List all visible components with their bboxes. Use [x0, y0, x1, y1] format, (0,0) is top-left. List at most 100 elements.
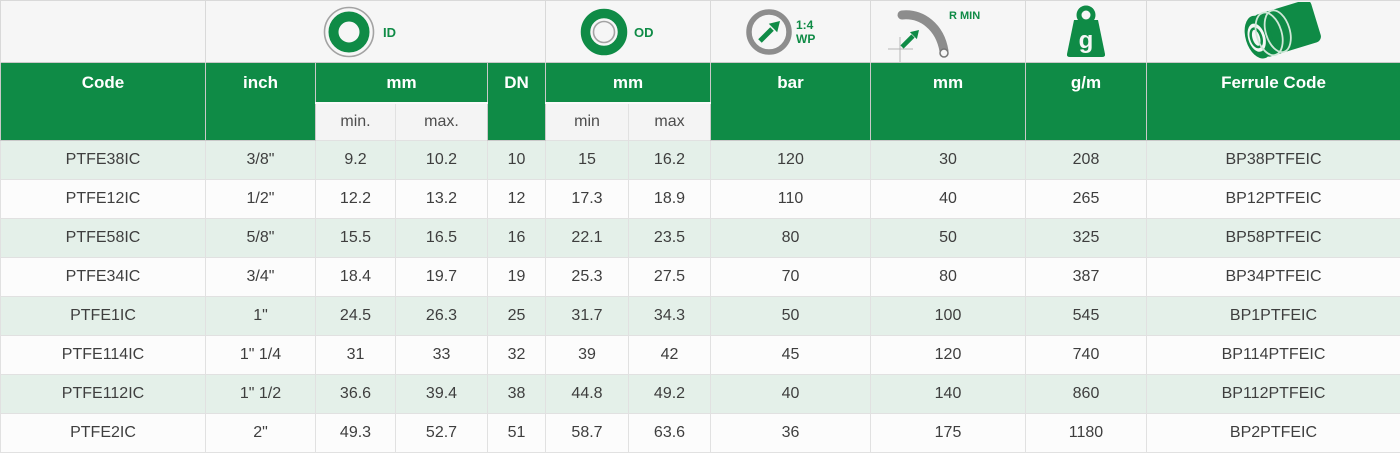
cell-ferrule-code: BP1PTFEIC: [1146, 296, 1400, 336]
subheader-row: min. max. min max: [1, 102, 1400, 141]
cell-rmin: 120: [870, 335, 1026, 375]
cell-id-max: 16.5: [395, 218, 488, 258]
cell-dn: 12: [487, 179, 546, 219]
table-row: PTFE58IC 5/8" 15.5 16.5 16 22.1 23.5 80 …: [0, 218, 1400, 258]
col-header-inch: inch: [205, 62, 316, 141]
icon-cell-working-pressure: 1:4 WP: [710, 0, 871, 63]
col-header-od-mm: mm: [545, 62, 711, 104]
table-row: PTFE112IC 1" 1/2 36.6 39.4 38 44.8 49.2 …: [0, 374, 1400, 414]
cell-rmin: 50: [870, 218, 1026, 258]
cell-od-min: 31.7: [545, 296, 629, 336]
cell-bar: 40: [710, 374, 871, 414]
cell-inch: 5/8": [205, 218, 316, 258]
col-header-ferrule-code: Ferrule Code: [1146, 62, 1400, 141]
cell-rmin: 80: [870, 257, 1026, 297]
col-subheader-od-min: min: [545, 102, 629, 141]
cell-inch: 1/2": [205, 179, 316, 219]
cell-rmin: 175: [870, 413, 1026, 453]
cell-od-min: 25.3: [545, 257, 629, 297]
cell-id-max: 10.2: [395, 140, 488, 180]
cell-rmin: 40: [870, 179, 1026, 219]
cell-od-min: 17.3: [545, 179, 629, 219]
cell-ferrule-code: BP112PTFEIC: [1146, 374, 1400, 414]
cell-od-max: 23.5: [628, 218, 711, 258]
cell-ferrule-code: BP58PTFEIC: [1146, 218, 1400, 258]
cell-od-max: 16.2: [628, 140, 711, 180]
cell-bar: 36: [710, 413, 871, 453]
icon-cell-outer-diameter: OD: [545, 0, 711, 63]
cell-code: PTFE114IC: [0, 335, 206, 375]
cell-code: PTFE112IC: [0, 374, 206, 414]
icon-cell-inner-diameter: ID: [205, 0, 546, 63]
cell-bar: 45: [710, 335, 871, 375]
cell-bar: 50: [710, 296, 871, 336]
cell-od-min: 15: [545, 140, 629, 180]
table-row: PTFE2IC 2" 49.3 52.7 51 58.7 63.6 36 175…: [0, 413, 1400, 453]
table-row: PTFE34IC 3/4" 18.4 19.7 19 25.3 27.5 70 …: [0, 257, 1400, 297]
cell-rmin: 30: [870, 140, 1026, 180]
weight-icon: g: [1066, 5, 1106, 57]
cell-dn: 38: [487, 374, 546, 414]
cell-id-max: 26.3: [395, 296, 488, 336]
cell-id-max: 13.2: [395, 179, 488, 219]
working-pressure-ratio-label: 1:4: [796, 18, 814, 32]
col-subheader-od-max: max: [628, 102, 711, 141]
cell-id-min: 36.6: [315, 374, 396, 414]
cell-inch: 1" 1/2: [205, 374, 316, 414]
col-subheader-id-max: max.: [395, 102, 488, 141]
cell-od-min: 22.1: [545, 218, 629, 258]
cell-inch: 3/8": [205, 140, 316, 180]
cell-dn: 19: [487, 257, 546, 297]
table-row: PTFE38IC 3/8" 9.2 10.2 10 15 16.2 120 30…: [0, 140, 1400, 180]
col-header-id-mm: mm: [315, 62, 488, 104]
cell-ferrule-code: BP2PTFEIC: [1146, 413, 1400, 453]
cell-dn: 25: [487, 296, 546, 336]
cell-od-min: 39: [545, 335, 629, 375]
cell-ferrule-code: BP34PTFEIC: [1146, 257, 1400, 297]
cell-inch: 3/4": [205, 257, 316, 297]
cell-code: PTFE58IC: [0, 218, 206, 258]
cell-inch: 2": [205, 413, 316, 453]
cell-id-max: 33: [395, 335, 488, 375]
col-header-code: Code: [0, 62, 206, 141]
cell-od-max: 49.2: [628, 374, 711, 414]
bend-radius-icon: R MIN: [888, 10, 980, 62]
cell-id-min: 12.2: [315, 179, 396, 219]
cell-id-min: 24.5: [315, 296, 396, 336]
cell-od-max: 42: [628, 335, 711, 375]
cell-code: PTFE38IC: [0, 140, 206, 180]
cell-inch: 1": [205, 296, 316, 336]
cell-dn: 10: [487, 140, 546, 180]
weight-unit-label: g: [1079, 27, 1094, 54]
cell-dn: 16: [487, 218, 546, 258]
cell-gm: 860: [1025, 374, 1147, 414]
cell-id-min: 31: [315, 335, 396, 375]
cell-od-max: 34.3: [628, 296, 711, 336]
cell-id-min: 18.4: [315, 257, 396, 297]
cell-od-max: 63.6: [628, 413, 711, 453]
icon-cell-bend-radius: R MIN: [870, 0, 1026, 63]
inner-diameter-label: ID: [383, 25, 396, 40]
cell-code: PTFE2IC: [0, 413, 206, 453]
cell-gm: 325: [1025, 218, 1147, 258]
cell-od-min: 44.8: [545, 374, 629, 414]
table-row: PTFE12IC 1/2" 12.2 13.2 12 17.3 18.9 110…: [0, 179, 1400, 219]
cell-bar: 80: [710, 218, 871, 258]
icon-cell-weight: g: [1025, 0, 1147, 63]
icon-row: ID OD 1:4 WP: [0, 0, 1400, 63]
bend-radius-label: R MIN: [949, 10, 980, 22]
icon-cell-empty: [0, 0, 206, 63]
col-header-rmin-mm: mm: [870, 62, 1026, 141]
icon-cell-ferrule: [1146, 0, 1400, 63]
cell-id-max: 39.4: [395, 374, 488, 414]
cell-id-min: 9.2: [315, 140, 396, 180]
col-subheader-id-min: min.: [315, 102, 396, 141]
cell-gm: 208: [1025, 140, 1147, 180]
col-header-gm: g/m: [1025, 62, 1147, 141]
working-pressure-icon: 1:4 WP: [745, 8, 815, 55]
cell-dn: 32: [487, 335, 546, 375]
cell-gm: 545: [1025, 296, 1147, 336]
col-header-dn: DN: [487, 62, 546, 141]
table-row: PTFE1IC 1" 24.5 26.3 25 31.7 34.3 50 100…: [0, 296, 1400, 336]
